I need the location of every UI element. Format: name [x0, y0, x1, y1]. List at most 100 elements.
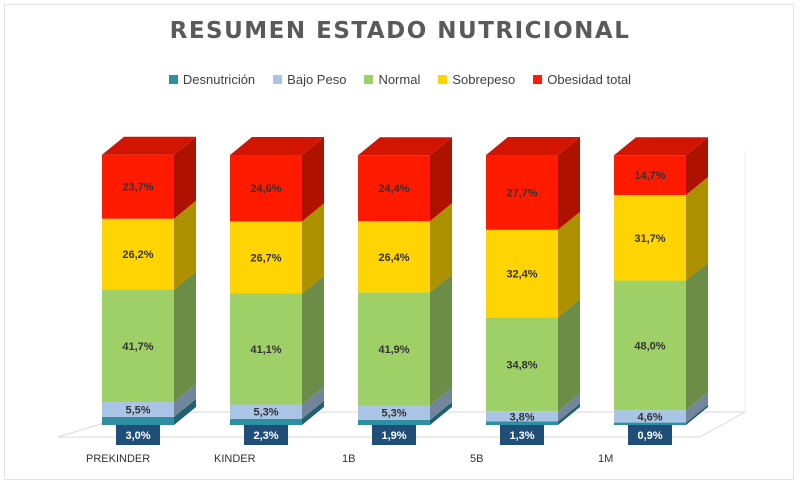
data-label: 27,7% [506, 187, 537, 199]
bar-segment [486, 229, 558, 318]
data-label: 31,7% [634, 233, 665, 245]
bar-segment [486, 317, 558, 412]
bar-segment [614, 422, 686, 425]
bar-segment-side [302, 203, 324, 294]
legend-label: Normal [378, 72, 421, 87]
bar-segment [614, 410, 686, 423]
bar-segment-side [302, 400, 324, 425]
bar-segment-side [686, 137, 708, 195]
data-label: 34,8% [506, 359, 537, 371]
bar-segment [358, 405, 430, 420]
data-label: 41,9% [378, 344, 409, 356]
data-label: 24,4% [378, 183, 409, 195]
legend-item: Sobrepeso [438, 72, 515, 87]
bar-segment [230, 155, 302, 222]
bar-segment-side [174, 398, 196, 425]
bar-top-face [230, 137, 324, 155]
bar-segment [614, 280, 686, 411]
bar-segment-side [174, 384, 196, 417]
bar-segment-side [174, 200, 196, 290]
bar-segment-side [430, 274, 452, 406]
legend-item: Desnutrición [168, 72, 256, 87]
bar-segment [102, 218, 174, 290]
bar-segment [230, 418, 302, 425]
legend-item: Bajo Peso [273, 72, 346, 87]
bar-segment [102, 416, 174, 425]
legend-swatch [273, 75, 283, 84]
bar-segment-side [174, 136, 196, 219]
legend-swatch [438, 75, 448, 84]
data-label: 2,3% [253, 430, 278, 442]
legend-label: Bajo Peso [287, 72, 347, 87]
bar-segment [230, 221, 302, 294]
data-label: 3,0% [125, 430, 150, 442]
data-label: 48,0% [634, 340, 665, 352]
data-label: 26,7% [250, 252, 281, 264]
data-label: 1,9% [381, 430, 406, 442]
legend-item: Normal [364, 72, 420, 87]
bar-segment-side [430, 387, 452, 420]
bar-segment-side [302, 275, 324, 405]
bar-segment [358, 292, 430, 406]
bar-segment-side [558, 299, 580, 412]
bar-segment-side [686, 392, 708, 423]
bar-segment-side [686, 404, 708, 425]
bar-segment [358, 419, 430, 425]
bar-top-face [486, 137, 580, 155]
bar-top-face [102, 136, 196, 155]
legend-swatch [168, 75, 178, 84]
data-label-box [628, 425, 672, 445]
data-label: 41,1% [250, 344, 281, 356]
data-label: 4,6% [637, 411, 662, 423]
legend-swatch [364, 75, 374, 84]
data-label: 14,7% [634, 170, 665, 182]
data-label: 0,9% [637, 430, 662, 442]
bar-segment [358, 221, 430, 293]
legend-swatch [533, 75, 543, 84]
category-label: 5B [470, 453, 483, 465]
bar-segment-side [430, 401, 452, 425]
data-label: 26,4% [378, 252, 409, 264]
bar-segment-side [558, 393, 580, 422]
bar-segment-side [174, 271, 196, 403]
bar-segment [102, 154, 174, 219]
data-label-box [500, 425, 544, 445]
bar-segment-side [686, 262, 708, 411]
bar-segment [230, 404, 302, 419]
category-label: 1M [598, 453, 613, 465]
bar-top-face [614, 137, 708, 156]
data-label: 5,5% [125, 404, 150, 416]
category-label: 1B [342, 453, 355, 465]
data-label-box [116, 425, 160, 445]
data-label-box [372, 425, 416, 445]
bar-segment-side [302, 386, 324, 419]
bar-segment-side [430, 137, 452, 222]
data-label: 3,8% [509, 411, 534, 423]
bar-segment [614, 194, 686, 281]
data-label: 41,7% [122, 341, 153, 353]
bar-segment-side [558, 137, 580, 230]
bar-segment [486, 411, 558, 422]
bar-segment [358, 155, 430, 222]
legend-label: Sobrepeso [452, 72, 516, 87]
bar-segment [486, 155, 558, 230]
legend-label: Desnutrición [182, 72, 256, 87]
data-label: 26,2% [122, 249, 153, 261]
bar-segment-side [558, 403, 580, 425]
chart-legend: Desnutrición Bajo Peso Normal Sobrepeso Obes… [0, 72, 800, 87]
bar-segment [102, 402, 174, 417]
bar-segment-side [686, 176, 708, 281]
bar-segment-side [558, 211, 580, 318]
data-label: 1,3% [509, 430, 534, 442]
category-label: PREKINDER [86, 453, 150, 465]
bar-segment [614, 155, 686, 195]
bar-segment-side [302, 137, 324, 222]
bar-segment [486, 421, 558, 425]
data-label: 5,3% [381, 408, 406, 420]
data-label: 32,4% [506, 269, 537, 281]
data-label: 24,6% [250, 183, 281, 195]
data-label: 23,7% [122, 182, 153, 194]
chart-frame [4, 4, 794, 480]
